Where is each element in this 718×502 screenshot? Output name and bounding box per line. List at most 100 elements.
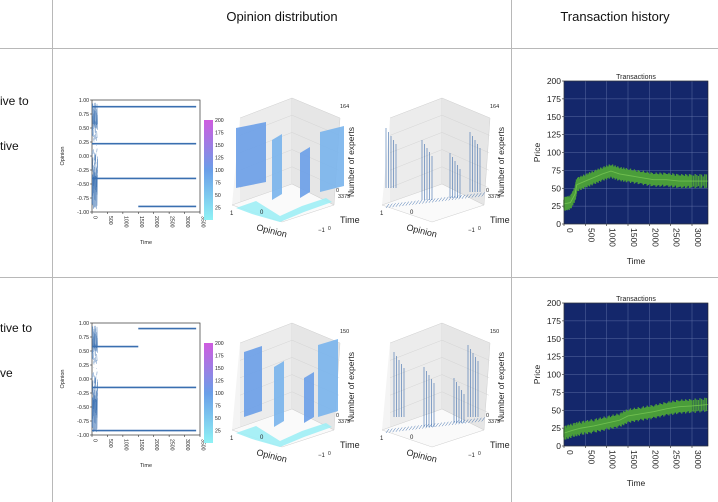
x-axis-label: Time <box>140 240 152 246</box>
time-axis-label: Time <box>340 440 360 450</box>
wireframe-floor-line <box>402 201 406 207</box>
early-opinion-spread <box>91 102 98 210</box>
x-tick-label: 500 <box>107 216 113 225</box>
wireframe-floor-line <box>425 199 429 204</box>
t-axis-max-tick: 3375 <box>488 194 500 200</box>
opinion-density-surface <box>244 346 262 417</box>
x-tick-label: 1500 <box>138 216 144 228</box>
y-tick-label: -0.25 <box>77 168 89 174</box>
wireframe-floor-line <box>441 197 446 202</box>
y-tick-label: 75 <box>552 387 562 397</box>
x-axis-one-tick: 1 <box>230 211 234 217</box>
t-axis-max-tick: 3375 <box>338 194 350 200</box>
pane-grid-line <box>389 166 443 188</box>
x-tick-label: 2000 <box>650 228 660 247</box>
wireframe-floor-line <box>478 192 482 197</box>
pane-grid-line <box>389 340 443 361</box>
wireframe-floor-line <box>481 417 485 422</box>
z-axis-zero-tick: 0 <box>486 413 489 419</box>
x-axis-label: Time <box>627 478 646 488</box>
x-tick-label: 1500 <box>138 439 144 451</box>
t-axis-max-tick: 3375 <box>488 419 500 425</box>
x-tick-label: 2500 <box>672 450 682 469</box>
wireframe-floor-line <box>418 199 423 205</box>
colorbar-tick-label: 175 <box>215 131 224 137</box>
x-tick-label: 1000 <box>122 439 128 451</box>
pane-grid-line <box>441 391 489 413</box>
plot-frame <box>91 322 201 436</box>
colorbar-tick-label: 75 <box>215 404 221 410</box>
t-axis-zero-tick: 0 <box>478 226 481 232</box>
plot-frame <box>91 99 201 213</box>
y-tick-label: 0.00 <box>79 377 89 383</box>
colorbar-gradient <box>204 120 213 220</box>
colorbar: 200 175 150 125 100 75 50 25 <box>204 118 224 220</box>
y-tick-label: 175 <box>547 94 561 104</box>
colorbar-tick-label: 25 <box>215 429 221 435</box>
y-tick-label: 125 <box>547 130 561 140</box>
x-tick-label: 1000 <box>608 228 618 247</box>
wireframe-floor-line <box>455 195 459 200</box>
y-tick-label: 25 <box>552 423 562 433</box>
colorbar-gradient <box>204 343 213 443</box>
y-tick-label: 0.75 <box>79 112 89 118</box>
x-tick-label: 500 <box>586 228 596 242</box>
wireframe-floor-line <box>385 428 390 434</box>
x-tick-label: 2500 <box>169 439 175 451</box>
x-axis-zero-tick: 0 <box>260 435 264 441</box>
x-axis-one-tick: 1 <box>380 211 384 217</box>
t-axis-zero-tick: 0 <box>328 226 331 232</box>
experts-axis-label: Number of experts <box>346 127 356 197</box>
price-series-line <box>563 170 708 205</box>
x-tick-label: 1500 <box>629 228 639 247</box>
wireframe-floor-line <box>418 424 423 430</box>
wireframe-floor-line <box>438 197 443 202</box>
wireframe-floor-line <box>471 193 476 198</box>
plot-frame <box>563 302 709 447</box>
wireframe-floor-line <box>399 427 403 432</box>
z-axis-top-tick: 150 <box>490 329 499 335</box>
x-tick-label: 2000 <box>153 439 159 451</box>
y-tick-label: 0.50 <box>79 126 89 132</box>
opinion-density-surface <box>320 126 344 192</box>
wireframe-floor-line <box>455 420 459 425</box>
colorbar-tick-label: 200 <box>215 341 224 347</box>
pane-grid-line <box>389 115 443 136</box>
x-tick-label: 3000 <box>693 228 703 247</box>
row-label-line: tive <box>0 139 19 153</box>
wireframe-floor-line <box>402 426 406 432</box>
x-axis-label: Time <box>140 463 152 469</box>
y-tick-label: 75 <box>552 165 562 175</box>
row-label-line: tive to <box>0 321 33 335</box>
x-tick-label: 0 <box>92 439 98 442</box>
pane-grid-line <box>389 374 443 396</box>
x-tick-label: 3000 <box>693 450 703 469</box>
wireframe-floor-line <box>399 202 403 207</box>
y-tick-label: 1.00 <box>79 98 89 104</box>
x-tick-label: 500 <box>586 450 596 464</box>
x-tick-label: 2500 <box>672 228 682 247</box>
colorbar-tick-label: 100 <box>215 391 224 397</box>
wireframe-floor-line <box>392 203 396 208</box>
wireframe-floor-line <box>474 418 479 423</box>
experts-axis-label: Number of experts <box>496 127 506 197</box>
x-tick-label: 0 <box>92 216 98 219</box>
x-tick-label: 2000 <box>153 216 159 228</box>
x-axis-neg-tick: −1 <box>318 228 326 234</box>
y-tick-label: 200 <box>547 76 561 86</box>
low-density-surface <box>236 198 332 222</box>
wireframe-floor-line <box>422 199 426 204</box>
wireframe-floor-line <box>451 195 456 201</box>
t-axis-zero-tick: 0 <box>478 451 481 457</box>
pane-grid-line <box>441 357 490 378</box>
opinion-density-surface <box>318 339 338 417</box>
wireframe-floor-line <box>448 421 452 426</box>
x-tick-label: 0 <box>565 228 575 233</box>
x-axis-label: Time <box>627 256 646 266</box>
y-tick-label: 0.50 <box>79 349 89 355</box>
price-series-line <box>563 404 709 434</box>
y-axis-label: Price <box>532 143 542 163</box>
